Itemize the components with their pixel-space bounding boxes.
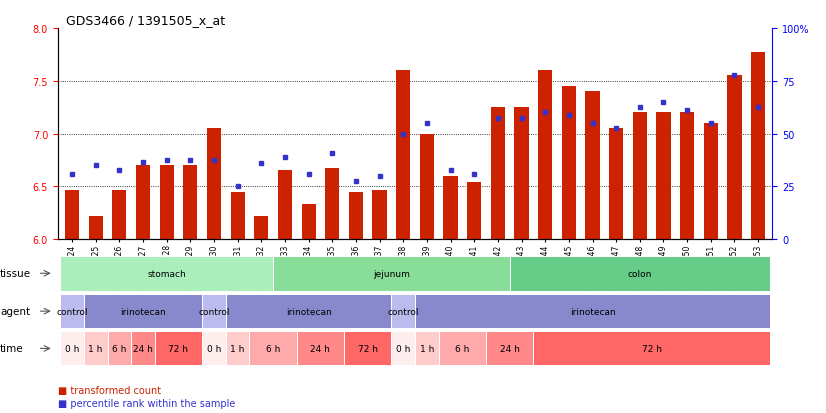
Text: 1 h: 1 h <box>88 344 103 353</box>
Bar <box>136 166 150 240</box>
Text: 24 h: 24 h <box>311 344 330 353</box>
Text: stomach: stomach <box>147 269 186 278</box>
Text: control: control <box>56 307 88 316</box>
Text: jejunum: jejunum <box>373 269 410 278</box>
Text: control: control <box>198 307 230 316</box>
Bar <box>349 192 363 240</box>
Bar <box>396 71 411 240</box>
Text: 72 h: 72 h <box>358 344 377 353</box>
Bar <box>325 169 339 240</box>
Bar <box>491 108 505 240</box>
Bar <box>88 216 102 240</box>
Text: time: time <box>0 344 24 354</box>
Bar <box>65 190 79 240</box>
Bar <box>680 113 694 240</box>
Text: irinotecan: irinotecan <box>120 307 166 316</box>
Bar <box>657 113 671 240</box>
Text: tissue: tissue <box>0 268 31 279</box>
Text: 6 h: 6 h <box>266 344 280 353</box>
Bar <box>704 124 718 240</box>
Bar <box>728 76 742 240</box>
Text: GDS3466 / 1391505_x_at: GDS3466 / 1391505_x_at <box>66 14 225 27</box>
Bar <box>586 92 600 240</box>
Text: 72 h: 72 h <box>642 344 662 353</box>
Text: 72 h: 72 h <box>169 344 188 353</box>
Text: 0 h: 0 h <box>64 344 79 353</box>
Bar <box>468 183 482 240</box>
Bar <box>444 176 458 240</box>
Text: 0 h: 0 h <box>396 344 411 353</box>
Text: 1 h: 1 h <box>230 344 244 353</box>
Text: irinotecan: irinotecan <box>286 307 331 316</box>
Text: ■ transformed count: ■ transformed count <box>58 385 161 395</box>
Bar <box>515 108 529 240</box>
Text: control: control <box>387 307 419 316</box>
Bar <box>420 134 434 240</box>
Bar <box>751 53 765 240</box>
Bar <box>562 87 576 240</box>
Bar <box>301 205 316 240</box>
Bar <box>633 113 647 240</box>
Text: agent: agent <box>0 306 30 316</box>
Bar <box>538 71 553 240</box>
Bar <box>206 129 221 240</box>
Bar <box>183 166 197 240</box>
Text: irinotecan: irinotecan <box>570 307 615 316</box>
Bar <box>254 216 268 240</box>
Text: colon: colon <box>628 269 652 278</box>
Text: 24 h: 24 h <box>500 344 520 353</box>
Text: 24 h: 24 h <box>133 344 153 353</box>
Bar <box>373 190 387 240</box>
Bar <box>112 190 126 240</box>
Bar <box>609 129 624 240</box>
Text: ■ percentile rank within the sample: ■ percentile rank within the sample <box>58 398 235 408</box>
Text: 6 h: 6 h <box>112 344 126 353</box>
Bar <box>230 192 244 240</box>
Text: 0 h: 0 h <box>206 344 221 353</box>
Bar <box>159 166 173 240</box>
Text: 1 h: 1 h <box>420 344 434 353</box>
Text: 6 h: 6 h <box>455 344 469 353</box>
Bar <box>278 171 292 240</box>
